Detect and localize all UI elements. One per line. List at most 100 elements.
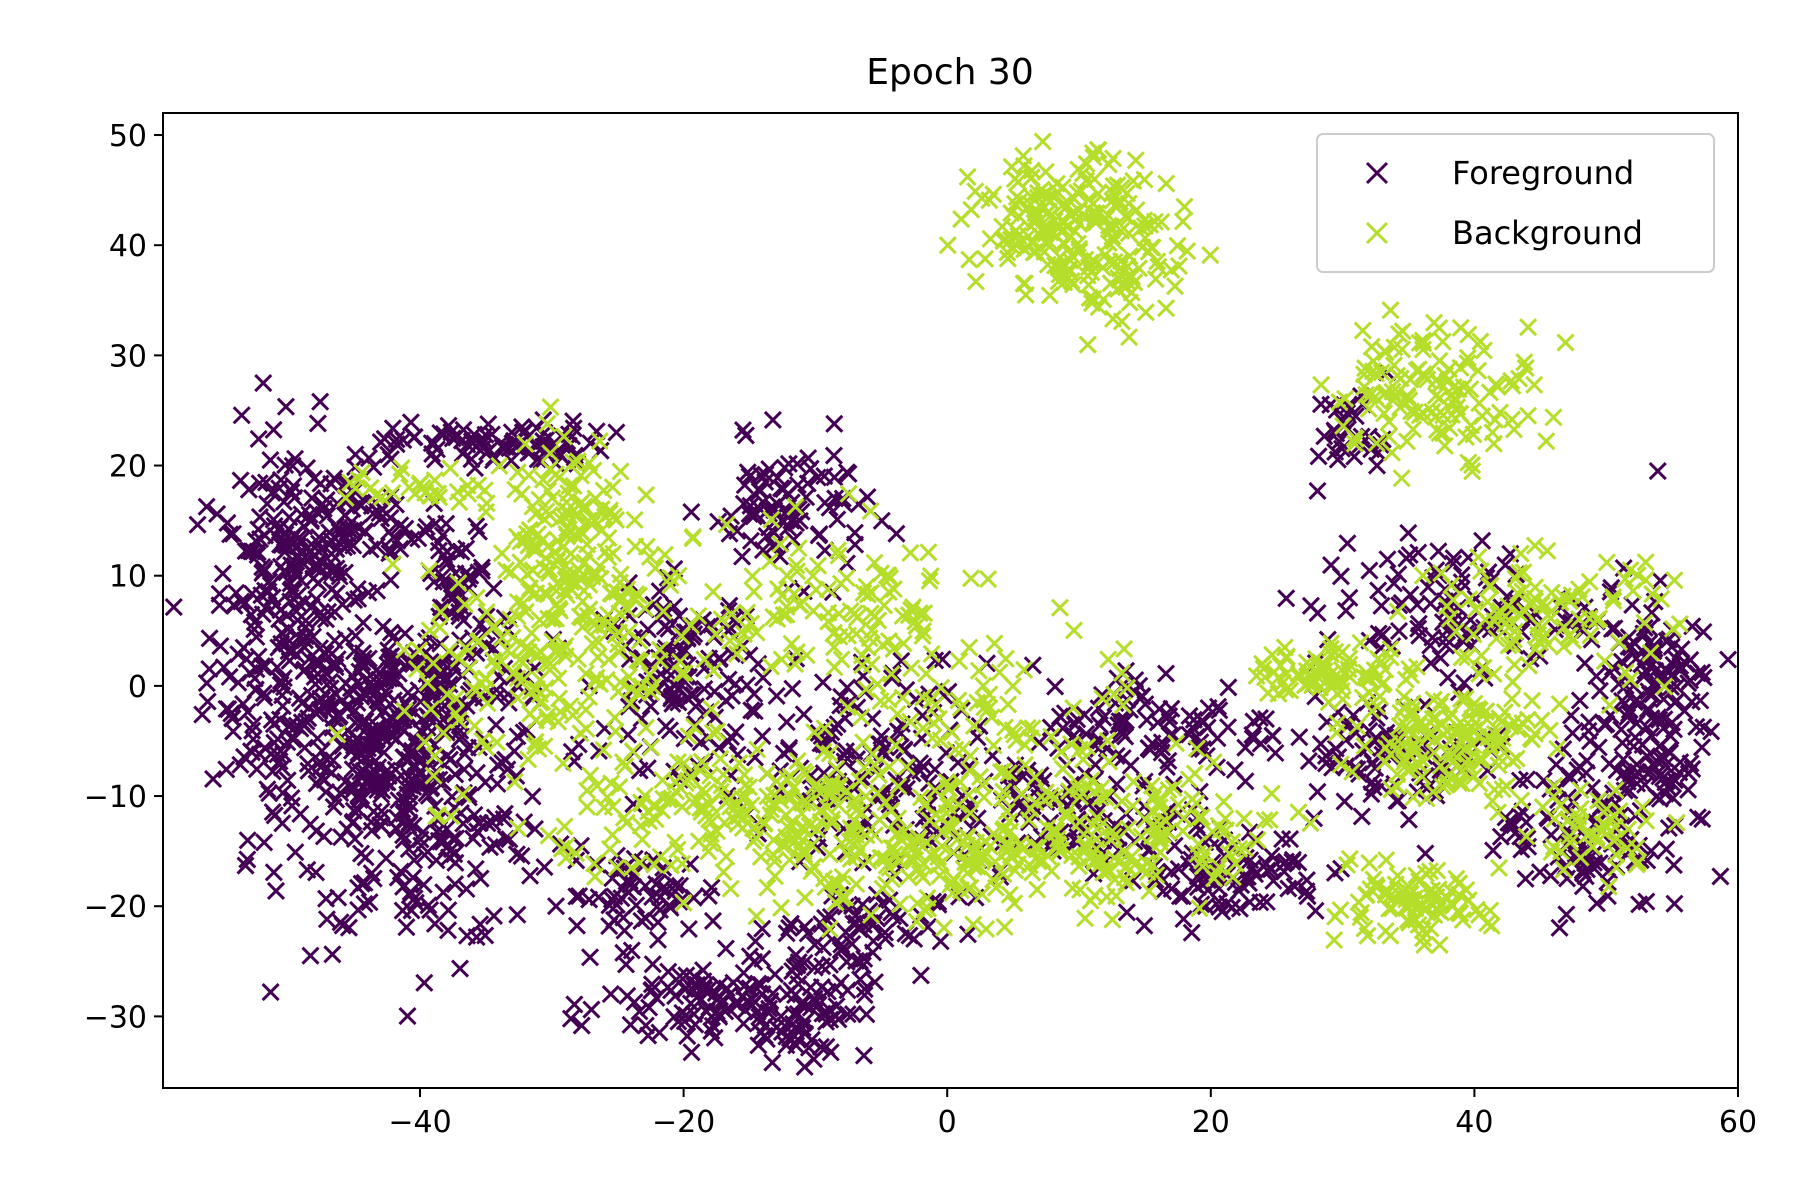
scatter-point	[331, 913, 350, 932]
scatter-point	[791, 595, 810, 614]
scatter-point	[640, 998, 659, 1017]
scatter-point	[777, 924, 796, 943]
scatter-point	[1192, 808, 1211, 827]
legend-box	[1316, 133, 1715, 273]
scatter-point	[372, 488, 391, 507]
scatter-point	[702, 699, 721, 718]
scatter-point	[1263, 645, 1282, 664]
scatter-point	[670, 967, 690, 986]
scatter-point	[780, 918, 799, 937]
scatter-point	[1248, 831, 1267, 850]
scatter-point	[295, 660, 314, 679]
scatter-point	[445, 875, 465, 894]
scatter-point	[588, 776, 607, 795]
scatter-point	[490, 456, 509, 475]
scatter-point	[558, 527, 577, 546]
scatter-point	[264, 420, 283, 439]
scatter-point	[772, 650, 791, 669]
scatter-point	[504, 663, 524, 682]
scatter-point	[733, 547, 752, 566]
scatter-point	[642, 738, 661, 757]
scatter-point	[1381, 648, 1400, 667]
scatter-point	[705, 682, 724, 701]
scatter-point	[1404, 788, 1423, 807]
scatter-point	[386, 760, 405, 779]
scatter-point	[615, 921, 634, 940]
scatter-point	[277, 634, 296, 653]
scatter-point	[915, 900, 934, 919]
scatter-point	[448, 482, 467, 501]
scatter-point	[1470, 394, 1489, 413]
legend-marker-foreground	[1365, 161, 1389, 185]
scatter-point	[995, 917, 1014, 936]
scatter-point	[647, 875, 666, 894]
scatter-point	[835, 746, 854, 765]
scatter-point	[1432, 903, 1451, 922]
scatter-point	[1099, 155, 1118, 174]
scatter-point	[1326, 672, 1346, 691]
scatter-point	[1157, 174, 1176, 193]
scatter-point	[1256, 710, 1276, 729]
y-tick-label: −30	[84, 1000, 147, 1035]
scatter-point	[675, 664, 694, 683]
scatter-point	[466, 859, 485, 879]
scatter-point	[252, 657, 271, 676]
scatter-point	[1070, 214, 1089, 234]
scatter-point	[311, 603, 330, 622]
scatter-point	[1688, 664, 1707, 683]
scatter-point	[538, 414, 557, 433]
scatter-point	[1120, 247, 1139, 266]
scatter-point	[420, 621, 439, 640]
scatter-point	[590, 432, 609, 451]
scatter-point	[1718, 650, 1738, 669]
scatter-point	[1384, 356, 1404, 375]
scatter-point	[1335, 792, 1354, 811]
scatter-point	[1351, 633, 1370, 652]
scatter-point	[1199, 699, 1218, 718]
scatter-point	[1124, 171, 1143, 191]
scatter-point	[1257, 854, 1276, 873]
scatter-point	[1481, 737, 1500, 756]
scatter-point	[825, 468, 844, 487]
scatter-point	[985, 634, 1004, 653]
scatter-point	[805, 989, 824, 1008]
scatter-point	[1465, 721, 1484, 740]
scatter-point	[1635, 775, 1655, 794]
scatter-point	[1075, 909, 1095, 928]
scatter-point	[792, 804, 811, 823]
scatter-point	[607, 858, 626, 877]
scatter-point	[1044, 821, 1063, 840]
scatter-point	[327, 559, 346, 578]
scatter-point	[960, 250, 979, 269]
scatter-point	[468, 632, 487, 652]
scatter-point	[826, 489, 845, 508]
scatter-point	[1398, 897, 1417, 916]
scatter-point	[514, 670, 533, 689]
scatter-point	[381, 571, 400, 590]
scatter-point	[263, 762, 282, 781]
scatter-point	[1444, 745, 1463, 764]
scatter-point	[1051, 840, 1070, 859]
scatter-point	[376, 669, 395, 688]
scatter-point	[1135, 211, 1154, 230]
scatter-point	[619, 622, 639, 641]
scatter-point	[1165, 277, 1185, 296]
legend-label-background: Background	[1452, 214, 1643, 252]
scatter-point	[281, 574, 300, 593]
scatter-point	[619, 667, 639, 686]
scatter-point	[689, 606, 708, 625]
scatter-point	[974, 676, 993, 695]
scatter-point	[1390, 398, 1410, 417]
scatter-point	[906, 612, 925, 631]
scatter-point	[438, 554, 457, 573]
scatter-point	[1423, 782, 1443, 801]
scatter-point	[1413, 929, 1433, 948]
scatter-point	[1429, 542, 1448, 561]
scatter-point	[484, 579, 503, 598]
scatter-point	[727, 996, 747, 1015]
scatter-point	[1382, 885, 1401, 904]
scatter-point	[1528, 616, 1548, 635]
scatter-point	[889, 777, 908, 796]
scatter-point	[890, 895, 910, 914]
scatter-point	[512, 846, 531, 866]
